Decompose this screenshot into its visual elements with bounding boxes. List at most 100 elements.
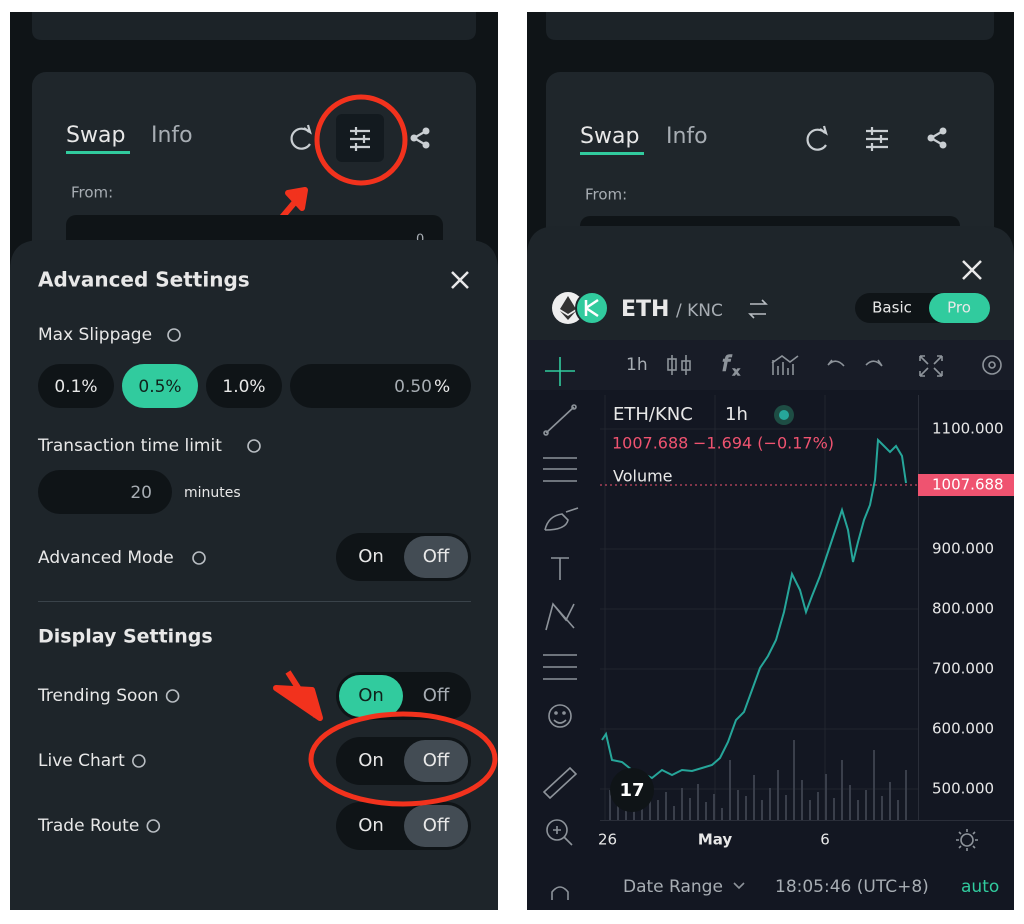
auto-scale[interactable]: auto [961,877,999,897]
knc-logo [575,291,609,325]
section-title: Display Settings [38,626,213,648]
refresh-icon[interactable] [290,124,312,150]
volume-label: Volume [613,467,673,486]
knc-glyph [584,298,599,318]
current-price: 1007.688 [932,476,1004,494]
time-label: 26 [598,831,617,849]
info-icon[interactable] [192,551,206,565]
tab[interactable]: Info [666,124,708,149]
highlight-circle [314,94,408,186]
time-label: 6 [820,831,830,849]
tv-logo [610,768,654,812]
toggle-on[interactable]: On [358,546,384,567]
info-icon[interactable] [167,328,181,342]
label: Live Chart [38,751,125,771]
custom-slippage[interactable] [290,364,471,408]
top-card [546,12,994,40]
time-value: 20 [130,483,152,503]
slippage-option[interactable] [206,364,282,408]
mode-option[interactable]: Basic [872,299,912,317]
toggle-thumb [339,675,403,717]
info-icon[interactable] [146,819,161,833]
axis-settings-icon[interactable] [956,829,978,851]
axis-line [918,395,919,820]
modal-title: Advanced Settings [38,268,250,292]
arrow [273,670,323,721]
axis-line [600,820,1014,821]
info-icon[interactable] [132,754,146,768]
toggle[interactable]: On Off [336,533,471,581]
switch-icon[interactable] [748,299,768,319]
toggle-thumb [404,740,468,782]
toggle-off[interactable]: Off [423,685,450,706]
toggle[interactable]: On Off [336,802,471,850]
pair-base: ETH [621,297,669,322]
share-icon[interactable] [410,127,430,149]
toggle-thumb [404,536,468,578]
close-button[interactable] [962,260,982,280]
slippage-option[interactable] [122,364,198,408]
svg-text:f: f [722,352,732,376]
drawing-tools[interactable] [542,357,579,900]
chart-toolbar [527,340,1014,390]
chevron [733,882,745,890]
toggle-off[interactable]: Off [423,546,450,567]
legend-interval: 1h [725,404,748,425]
toggle-off[interactable]: Off [423,815,450,836]
price-line [601,437,907,780]
price-label: 800.000 [932,600,994,618]
info-icon[interactable] [165,689,180,703]
label: Trending Soon [37,686,159,706]
info-icon[interactable] [247,439,261,453]
toggle-off[interactable]: Off [423,750,450,771]
date-range[interactable]: Date Range [623,877,723,897]
mode-option[interactable]: Pro [947,299,971,317]
slippage-option[interactable] [38,364,114,408]
toggle[interactable]: On Off [336,737,471,785]
tab-underline [66,151,130,154]
interval[interactable]: 1h [626,355,648,375]
price-axis: 1100.000 900.000 800.000 700.000 600.000 500.… [932,420,1004,798]
toggle-on[interactable]: On [358,815,384,836]
tab-underline [580,152,644,155]
slippage-text: 0.5% [138,377,181,397]
status-dot [779,410,789,420]
top-card [32,12,476,40]
slippage-text: 0.1% [54,377,97,397]
highlight-circle [308,711,498,807]
price-badge [918,474,1014,496]
refresh-icon[interactable] [806,125,828,151]
share-icon[interactable] [927,127,947,149]
tab[interactable]: Info [151,123,193,148]
time-unit: minutes [184,485,241,501]
mode-active [929,293,990,323]
tab[interactable]: Swap [66,123,125,148]
label: Advanced Mode [38,548,174,568]
legend-price: 1007.688 [612,434,688,453]
legend-symbol: ETH/KNC [613,404,693,425]
label: Transaction time limit [37,436,222,456]
clock: 18:05:46 (UTC+8) [775,877,929,897]
eth-glyph [560,296,576,320]
toggle[interactable]: On Off [336,672,471,720]
custom-value: 0.50 [394,377,432,397]
close-button[interactable] [451,271,469,289]
price-label: 500.000 [932,780,994,798]
toggle-on[interactable]: On [358,750,384,771]
toggle-thumb [404,805,468,847]
svg-text:x: x [733,365,740,378]
settings-icon[interactable] [866,127,888,151]
from-label: From: [71,184,113,202]
volume-bars [609,740,907,820]
time-input[interactable] [38,470,172,514]
label: Trade Route [37,816,139,836]
toggle-list: Trending Soon On Off Live Chart On Off Trade R… [37,672,471,850]
tab[interactable]: Swap [580,124,639,149]
toggle-on[interactable]: On [358,685,384,706]
price-label: 700.000 [932,660,994,678]
slippage-text: 1.0% [222,377,265,397]
price-label: 1100.000 [932,420,1004,438]
price-label: 600.000 [932,720,994,738]
